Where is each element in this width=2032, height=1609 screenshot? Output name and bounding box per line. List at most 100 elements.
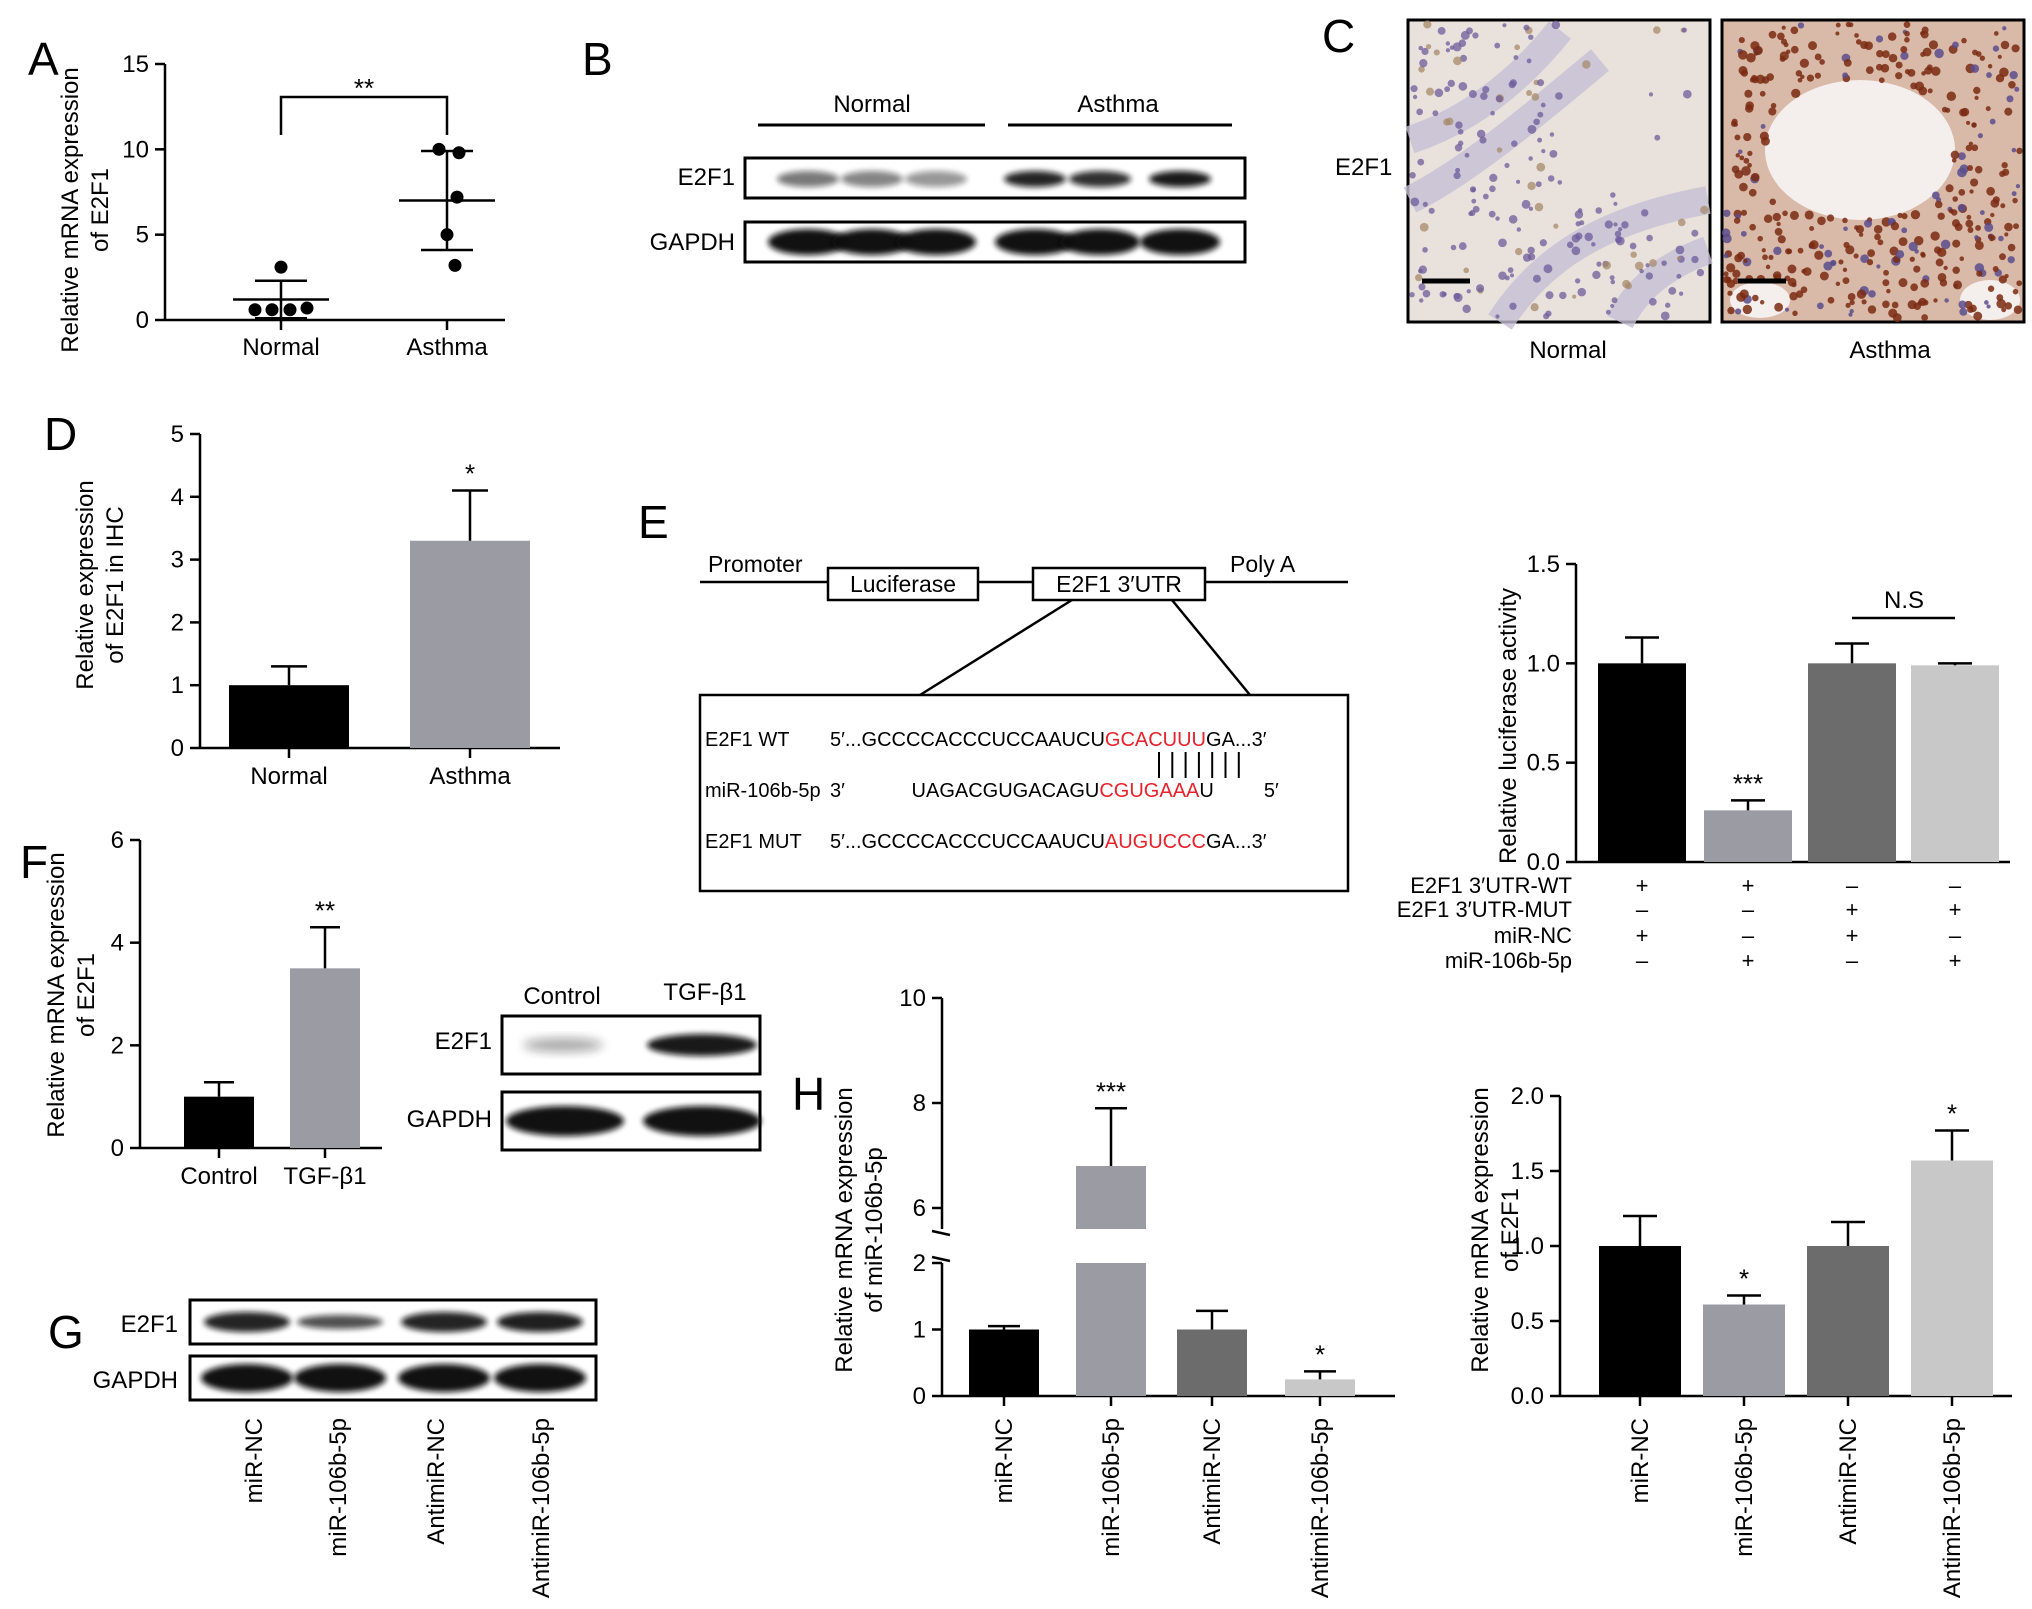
panel-h1-y-tick-label: 8 — [913, 1090, 926, 1117]
ihc-asthma-nucleus — [1999, 67, 2009, 77]
ihc-asthma-nucleus — [1946, 91, 1957, 102]
blot-g-row-gapdh: GAPDH — [93, 1367, 178, 1394]
ihc-label-asthma: Asthma — [1849, 337, 1931, 364]
ihc-normal-nucleus — [1423, 20, 1432, 29]
ihc-normal-nucleus — [1495, 216, 1500, 221]
ihc-normal-nucleus — [1648, 297, 1657, 306]
ihc-asthma-nucleus — [1987, 285, 1995, 292]
ihc-asthma-nucleus — [1740, 69, 1749, 77]
ihc-asthma-nucleus — [1765, 264, 1771, 270]
ihc-asthma-nucleus — [1760, 136, 1770, 146]
ihc-asthma-nucleus — [2002, 26, 2007, 31]
ihc-normal-nucleus — [1541, 149, 1546, 154]
panel-label-a: A — [28, 33, 59, 85]
ihc-asthma-nucleus — [1738, 50, 1748, 60]
ihc-asthma-nucleus — [2012, 288, 2019, 295]
ihc-asthma-nucleus — [1762, 254, 1768, 261]
ihc-asthma-nucleus — [1792, 310, 1798, 317]
seq-row-label-mir: miR-106b-5p — [705, 780, 821, 802]
ihc-asthma-nucleus — [1977, 133, 1983, 139]
ihc-asthma-nucleus — [1854, 225, 1859, 230]
ihc-normal-nucleus — [1535, 181, 1542, 188]
panel-d-x-tick-label: Normal — [250, 763, 327, 790]
ihc-normal-nucleus — [1634, 261, 1644, 271]
ihc-asthma-nucleus — [1913, 265, 1921, 273]
ihc-asthma-nucleus — [1753, 51, 1759, 56]
ihc-normal-tissue — [1607, 236, 1713, 329]
ihc-normal-nucleus — [1553, 223, 1559, 229]
ihc-asthma-nucleus — [1781, 25, 1786, 30]
blot-f-col-control: Control — [523, 983, 600, 1010]
ihc-asthma-nucleus — [1952, 239, 1961, 248]
panel-a-point — [448, 258, 462, 272]
ihc-asthma-nucleus — [1887, 32, 1897, 41]
ihc-normal-nucleus — [1559, 291, 1567, 300]
ihc-asthma-nucleus — [2001, 307, 2007, 313]
ihc-asthma-nucleus — [1878, 77, 1885, 84]
ihc-normal-nucleus — [1502, 23, 1507, 28]
panel-f-x-tick-label: Control — [180, 1163, 257, 1190]
ihc-normal-nucleus — [1610, 192, 1616, 198]
ihc-asthma-nucleus — [1979, 55, 1986, 61]
ihc-normal-nucleus — [1437, 26, 1446, 35]
panel-e-condition-mark: – — [1949, 873, 1962, 898]
ihc-normal-nucleus — [1523, 24, 1530, 31]
ihc-asthma-nucleus — [1880, 63, 1890, 73]
ihc-asthma-nucleus — [1773, 246, 1782, 256]
blot-b-gapdh-band — [1060, 229, 1140, 255]
panel-e-bar — [1911, 665, 1999, 862]
blot-b-group-label-normal: Normal — [833, 91, 910, 118]
ihc-normal-nucleus — [1462, 304, 1471, 314]
ihc-asthma-nucleus — [1908, 241, 1918, 252]
panel-e-condition-mark: + — [1846, 897, 1859, 922]
ihc-asthma-nucleus — [2004, 302, 2013, 310]
panel-e-condition-mark: + — [1636, 873, 1649, 898]
ihc-asthma-nucleus — [1739, 289, 1749, 299]
ihc-normal-nucleus — [1422, 247, 1428, 253]
ihc-asthma-nucleus — [1769, 198, 1777, 206]
ihc-normal-nucleus — [1537, 111, 1544, 118]
panel-e-condition-mark: + — [1846, 923, 1859, 948]
panel-h1-y-tick-label: 0 — [913, 1383, 926, 1410]
ihc-asthma-nucleus — [1835, 22, 1841, 28]
ihc-normal-nucleus — [1509, 302, 1517, 310]
ihc-asthma-nucleus — [1743, 258, 1748, 263]
ihc-normal-nucleus — [1610, 303, 1615, 308]
ihc-normal-nucleus — [1419, 222, 1429, 232]
ihc-asthma-nucleus — [1920, 30, 1929, 39]
ihc-asthma-nucleus — [1861, 299, 1867, 305]
ihc-asthma-nucleus — [1931, 66, 1941, 76]
ihc-asthma-nucleus — [1972, 49, 1978, 56]
panel-d-y-tick-label: 4 — [171, 484, 184, 511]
panel-g-western-blot: E2F1 GAPDH miR-NC miR-106b-5p AntimiR-NC… — [93, 1298, 598, 1598]
ihc-asthma-nucleus — [1935, 258, 1944, 267]
ihc-normal-nucleus — [1410, 197, 1420, 207]
ihc-asthma-nucleus — [2007, 256, 2015, 264]
ihc-normal-nucleus — [1639, 268, 1644, 274]
ihc-asthma-nucleus — [1777, 32, 1785, 41]
panel-e-condition-label: miR-106b-5p — [1445, 948, 1572, 973]
panel-e-construct-diagram: Promoter Luciferase E2F1 3′UTR Poly A E2… — [698, 551, 1350, 893]
ihc-label-normal: Normal — [1529, 337, 1606, 364]
ihc-asthma-nucleus — [2009, 70, 2018, 80]
ihc-asthma-nucleus — [1738, 149, 1743, 155]
ihc-normal-nucleus — [1555, 92, 1563, 100]
ihc-asthma-nucleus — [1849, 299, 1855, 306]
ihc-asthma-nucleus — [1951, 158, 1957, 163]
ihc-normal-nucleus — [1545, 291, 1554, 300]
ihc-asthma-nucleus — [1957, 167, 1967, 178]
ihc-normal-nucleus — [1534, 202, 1544, 212]
ihc-normal-nucleus — [1532, 274, 1541, 283]
ihc-asthma-nucleus — [1819, 271, 1829, 281]
ihc-normal-nucleus — [1613, 222, 1618, 227]
ihc-asthma-nucleus — [1746, 53, 1756, 63]
ihc-asthma-nucleus — [1816, 302, 1824, 310]
ihc-asthma-nucleus — [1922, 47, 1932, 57]
panel-a-point — [248, 303, 262, 317]
ihc-asthma-nucleus — [1933, 246, 1942, 254]
ihc-normal-nucleus — [1428, 207, 1435, 214]
ihc-asthma-nucleus — [1824, 249, 1833, 258]
panel-h1-bar — [969, 1329, 1039, 1396]
ihc-normal-nucleus — [1577, 208, 1583, 213]
ihc-asthma-nucleus — [1958, 189, 1966, 196]
